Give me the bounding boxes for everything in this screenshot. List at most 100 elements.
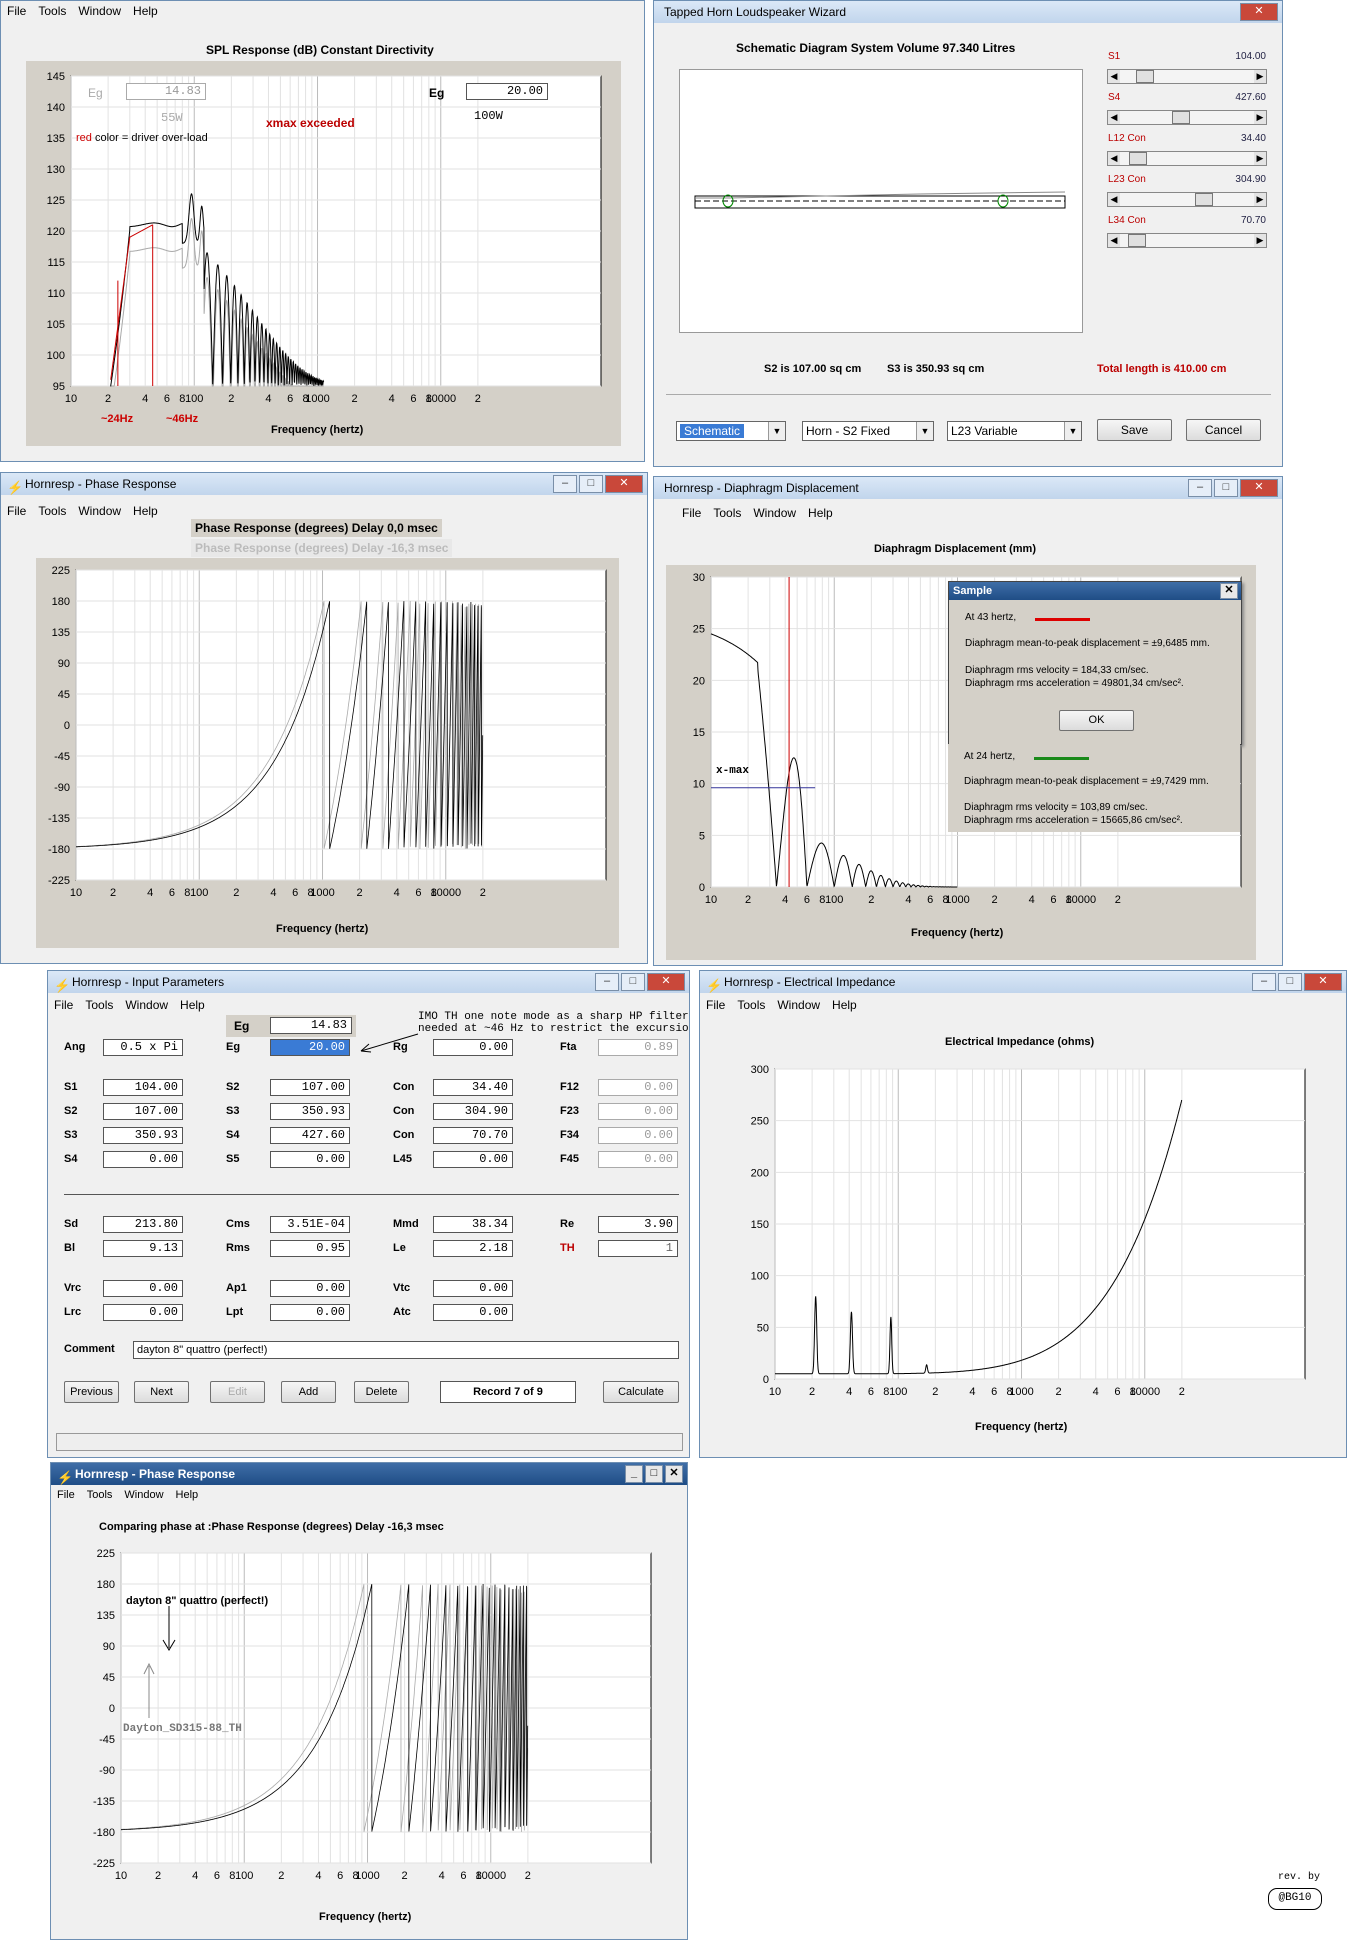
param-field-s3[interactable]: 350.93 [270, 1103, 350, 1120]
param-field-vtc[interactable]: 0.00 [433, 1280, 513, 1297]
param-field-re[interactable]: 3.90 [598, 1216, 678, 1233]
chevron-right-icon[interactable]: ▶ [1254, 111, 1266, 124]
chevron-right-icon[interactable]: ▶ [1254, 193, 1266, 206]
param-field-con[interactable]: 34.40 [433, 1079, 513, 1096]
calculate-button[interactable]: Calculate [603, 1381, 679, 1403]
param-field-atc[interactable]: 0.00 [433, 1304, 513, 1321]
param-field-rms[interactable]: 0.95 [270, 1240, 350, 1257]
variable-combo[interactable]: L23 Variable ▼ [947, 421, 1082, 441]
chevron-left-icon[interactable]: ◀ [1108, 70, 1120, 83]
save-button[interactable]: Save [1097, 419, 1172, 441]
close-icon[interactable]: ✕ [647, 973, 685, 991]
maximize-icon[interactable]: □ [1278, 973, 1302, 991]
param-field-s5[interactable]: 0.00 [270, 1151, 350, 1168]
menu-help[interactable]: Help [808, 506, 833, 520]
close-icon[interactable]: ✕ [605, 475, 643, 493]
menu-tools[interactable]: Tools [38, 4, 67, 18]
menu-file[interactable]: File [57, 1489, 75, 1501]
comment-field[interactable]: dayton 8" quattro (perfect!) [133, 1341, 679, 1359]
param-field-th[interactable]: 1 [598, 1240, 678, 1257]
menu-help[interactable]: Help [133, 4, 158, 18]
view-combo[interactable]: Schematic ▼ [676, 421, 786, 441]
param-field-con[interactable]: 70.70 [433, 1127, 513, 1144]
menu-window[interactable]: Window [125, 998, 169, 1012]
param-field-s1[interactable]: 104.00 [103, 1079, 183, 1096]
param-field-lrc[interactable]: 0.00 [103, 1304, 183, 1321]
menu-tools[interactable]: Tools [86, 1489, 113, 1501]
minimize-icon[interactable]: – [1188, 479, 1212, 497]
param-field-s4[interactable]: 0.00 [103, 1151, 183, 1168]
param-field-mmd[interactable]: 38.34 [433, 1216, 513, 1233]
menu-help[interactable]: Help [175, 1489, 199, 1501]
close-icon[interactable]: ✕ [665, 1465, 683, 1483]
minimize-icon[interactable]: – [1252, 973, 1276, 991]
menu-window[interactable]: Window [124, 1489, 164, 1501]
chevron-down-icon[interactable]: ▼ [1064, 422, 1081, 440]
delete-button[interactable]: Delete [354, 1381, 409, 1403]
menu-tools[interactable]: Tools [38, 504, 67, 518]
chevron-down-icon[interactable]: ▼ [916, 422, 933, 440]
menu-file[interactable]: File [54, 998, 74, 1012]
menu-file[interactable]: File [7, 504, 27, 518]
param-field-s2[interactable]: 107.00 [103, 1103, 183, 1120]
close-icon[interactable]: ✕ [1220, 583, 1238, 599]
chevron-left-icon[interactable]: ◀ [1108, 111, 1120, 124]
close-icon[interactable]: ✕ [1240, 479, 1278, 497]
param-field-eg[interactable]: 20.00 [270, 1039, 350, 1056]
slider-thumb[interactable] [1171, 111, 1190, 124]
menu-help[interactable]: Help [133, 504, 158, 518]
menu-window[interactable]: Window [78, 4, 122, 18]
param-field-lpt[interactable]: 0.00 [270, 1304, 350, 1321]
wizard-slider[interactable]: ◀ ▶ [1107, 151, 1267, 166]
param-field-bl[interactable]: 9.13 [103, 1240, 183, 1257]
param-field-sd[interactable]: 213.80 [103, 1216, 183, 1233]
param-field-le[interactable]: 2.18 [433, 1240, 513, 1257]
ok-button[interactable]: OK [1059, 710, 1134, 731]
menu-tools[interactable]: Tools [737, 998, 766, 1012]
chevron-right-icon[interactable]: ▶ [1254, 70, 1266, 83]
maximize-icon[interactable]: □ [621, 973, 645, 991]
param-field-l45[interactable]: 0.00 [433, 1151, 513, 1168]
minimize-icon[interactable]: – [553, 475, 577, 493]
param-field-s2[interactable]: 107.00 [270, 1079, 350, 1096]
menu-window[interactable]: Window [777, 998, 821, 1012]
menu-file[interactable]: File [706, 998, 726, 1012]
param-field-con[interactable]: 304.90 [433, 1103, 513, 1120]
close-icon[interactable]: ✕ [1240, 3, 1278, 21]
param-field-ang[interactable]: 0.5 x Pi [103, 1039, 183, 1056]
param-field-s4[interactable]: 427.60 [270, 1127, 350, 1144]
slider-thumb[interactable] [1129, 152, 1148, 165]
chevron-left-icon[interactable]: ◀ [1108, 193, 1120, 206]
chevron-left-icon[interactable]: ◀ [1108, 152, 1120, 165]
chevron-right-icon[interactable]: ▶ [1254, 152, 1266, 165]
wizard-slider[interactable]: ◀ ▶ [1107, 110, 1267, 125]
slider-thumb[interactable] [1195, 193, 1214, 206]
menu-file[interactable]: File [682, 506, 702, 520]
add-button[interactable]: Add [281, 1381, 336, 1403]
param-field-cms[interactable]: 3.51E-04 [270, 1216, 350, 1233]
menu-window[interactable]: Window [753, 506, 797, 520]
chevron-right-icon[interactable]: ▶ [1254, 234, 1266, 247]
slider-thumb[interactable] [1127, 234, 1146, 247]
menu-tools[interactable]: Tools [713, 506, 742, 520]
menu-help[interactable]: Help [832, 998, 857, 1012]
cancel-button[interactable]: Cancel [1186, 419, 1261, 441]
param-field-rg[interactable]: 0.00 [433, 1039, 513, 1056]
param-field-vrc[interactable]: 0.00 [103, 1280, 183, 1297]
maximize-icon[interactable]: □ [579, 475, 603, 493]
wizard-slider[interactable]: ◀ ▶ [1107, 69, 1267, 84]
slider-thumb[interactable] [1136, 70, 1155, 83]
wizard-slider[interactable]: ◀ ▶ [1107, 192, 1267, 207]
chevron-down-icon[interactable]: ▼ [768, 422, 785, 440]
param-field-ap1[interactable]: 0.00 [270, 1280, 350, 1297]
next-button[interactable]: Next [134, 1381, 189, 1403]
chevron-left-icon[interactable]: ◀ [1108, 234, 1120, 247]
param-field-s3[interactable]: 350.93 [103, 1127, 183, 1144]
maximize-icon[interactable]: □ [645, 1465, 663, 1483]
minimize-icon[interactable]: _ [625, 1465, 643, 1483]
menu-help[interactable]: Help [180, 998, 205, 1012]
menu-file[interactable]: File [7, 4, 27, 18]
wizard-slider[interactable]: ◀ ▶ [1107, 233, 1267, 248]
minimize-icon[interactable]: – [595, 973, 619, 991]
spl-eg2-field[interactable]: 20.00 [466, 83, 548, 100]
